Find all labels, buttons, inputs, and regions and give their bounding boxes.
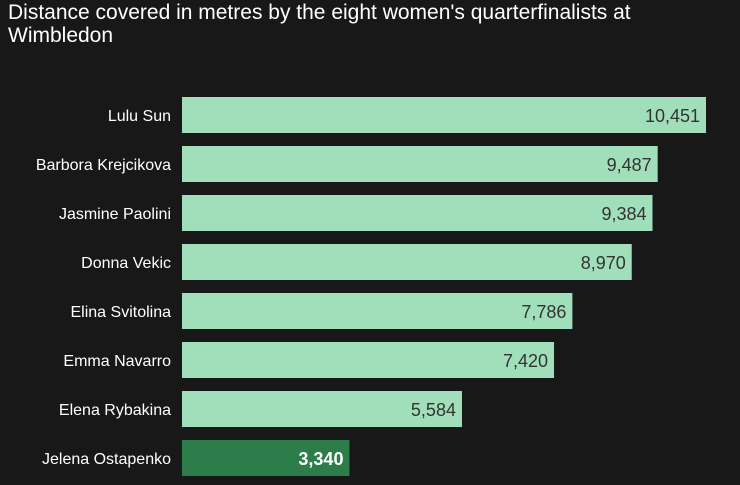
category-label-7: Elena Rybakina — [59, 402, 171, 419]
bar-3 — [182, 195, 653, 231]
category-label-2: Barbora Krejcikova — [36, 157, 171, 174]
category-label-1: Lulu Sun — [108, 108, 171, 125]
value-label-8: 3,340 — [298, 449, 343, 469]
value-label-3: 9,384 — [601, 204, 646, 224]
category-label-8: Jelena Ostapenko — [42, 451, 171, 468]
bar-6 — [182, 342, 555, 378]
bar-8 — [182, 440, 350, 476]
category-label-5: Elina Svitolina — [71, 304, 172, 321]
bar-2 — [182, 146, 658, 182]
value-label-7: 5,584 — [411, 400, 456, 420]
value-label-1: 10,451 — [645, 106, 700, 126]
chart-title: Distance covered in metres by the eight … — [8, 1, 631, 47]
value-label-4: 8,970 — [581, 253, 626, 273]
value-label-2: 9,487 — [607, 155, 652, 175]
bar-5 — [182, 293, 573, 329]
category-label-6: Emma Navarro — [63, 353, 171, 370]
bar-7 — [182, 391, 462, 427]
bar-1 — [182, 97, 706, 133]
value-label-5: 7,786 — [521, 302, 566, 322]
category-label-4: Donna Vekic — [81, 255, 171, 272]
value-label-6: 7,420 — [503, 351, 548, 371]
bar-4 — [182, 244, 632, 280]
category-label-3: Jasmine Paolini — [59, 206, 171, 223]
